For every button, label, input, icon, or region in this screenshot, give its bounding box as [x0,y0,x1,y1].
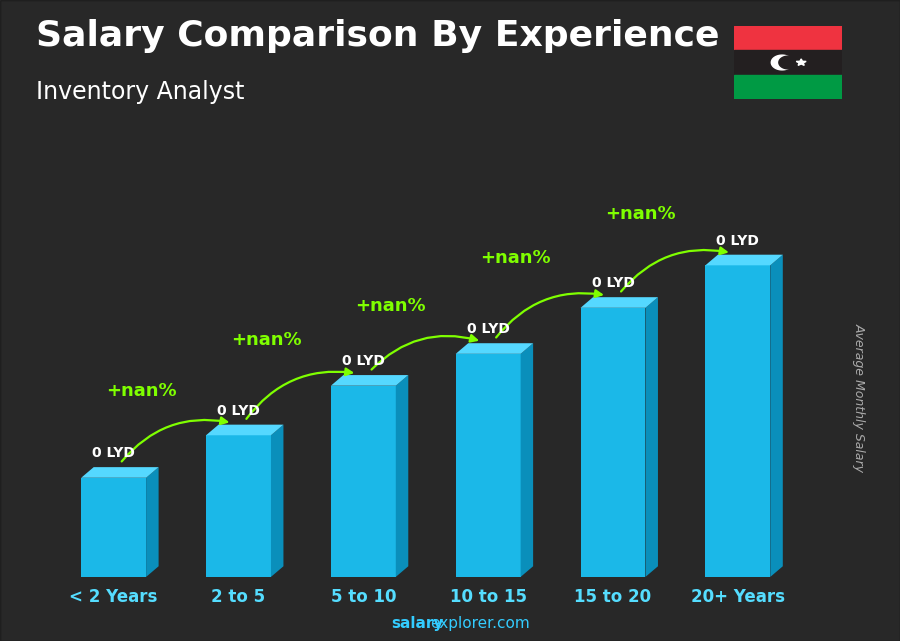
Polygon shape [796,59,806,65]
Text: +nan%: +nan% [230,331,302,349]
Polygon shape [206,424,284,435]
Bar [734,50,842,75]
Text: 0 LYD: 0 LYD [217,404,260,417]
Text: Average Monthly Salary: Average Monthly Salary [853,323,866,472]
Text: 0 LYD: 0 LYD [591,276,634,290]
Text: Inventory Analyst: Inventory Analyst [36,80,245,104]
Polygon shape [778,56,797,69]
Text: +nan%: +nan% [356,297,426,315]
Text: 0 LYD: 0 LYD [92,446,135,460]
Text: explorer.com: explorer.com [430,617,530,631]
Text: +nan%: +nan% [605,205,676,223]
Polygon shape [455,343,533,354]
Polygon shape [580,297,658,308]
Bar [331,386,396,577]
Polygon shape [520,343,533,577]
Polygon shape [645,297,658,577]
Bar [734,75,842,99]
Polygon shape [331,375,409,386]
Text: +nan%: +nan% [481,249,551,267]
Text: 0 LYD: 0 LYD [716,233,760,247]
Bar [734,26,842,50]
Polygon shape [396,375,409,577]
Polygon shape [770,254,783,577]
Polygon shape [146,467,158,577]
Polygon shape [706,254,783,265]
Bar [580,308,645,577]
Bar [81,478,146,577]
Text: 0 LYD: 0 LYD [467,322,509,336]
Text: 0 LYD: 0 LYD [342,354,385,368]
Bar [206,435,271,577]
Polygon shape [771,55,793,70]
Bar [706,265,770,577]
Polygon shape [271,424,284,577]
Text: +nan%: +nan% [106,382,176,400]
Text: salary: salary [392,617,444,631]
Text: Salary Comparison By Experience: Salary Comparison By Experience [36,19,719,53]
Bar [455,354,520,577]
Polygon shape [81,467,158,478]
